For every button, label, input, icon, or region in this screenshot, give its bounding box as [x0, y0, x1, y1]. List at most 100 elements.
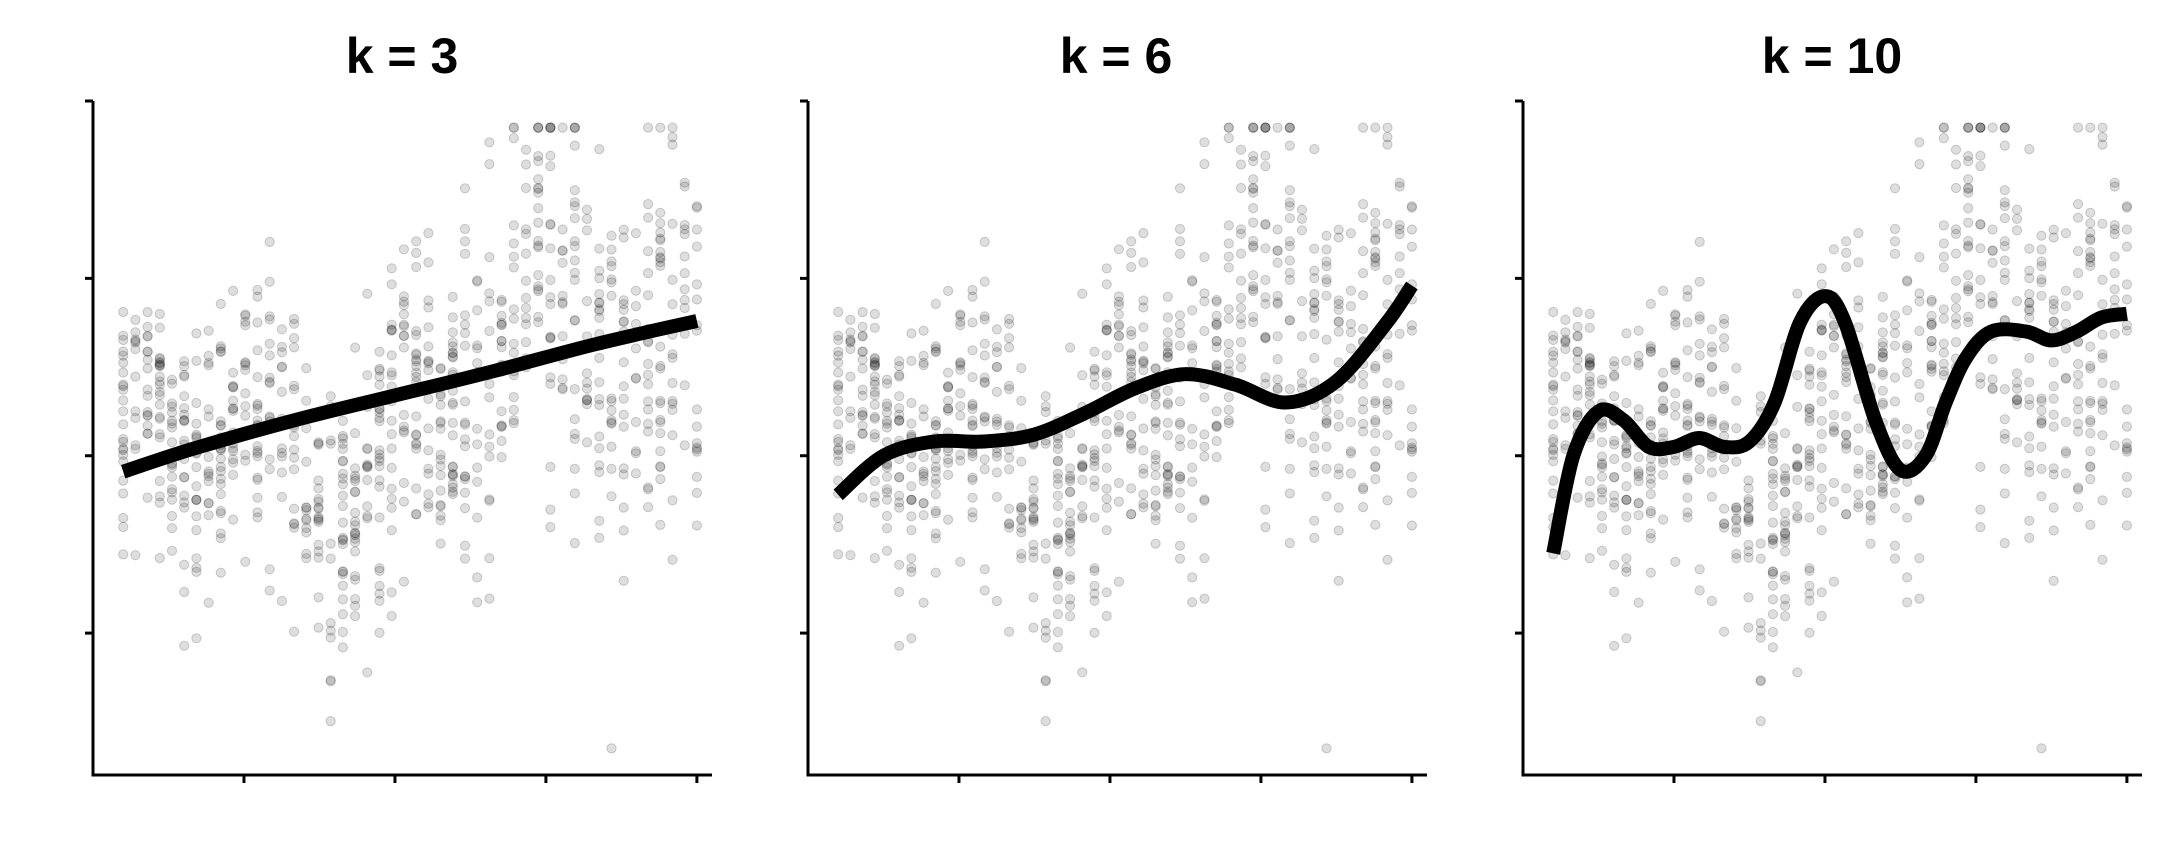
data-point: [1889, 372, 1901, 383]
data-point: [1370, 461, 1381, 472]
data-point: [362, 443, 373, 454]
data-point: [857, 331, 868, 342]
data-point: [679, 294, 690, 306]
data-point: [2011, 383, 2023, 394]
data-point: [1828, 477, 1840, 489]
data-point: [374, 475, 385, 486]
data-point: [130, 314, 141, 325]
data-point: [881, 422, 893, 433]
data-point: [1126, 439, 1137, 450]
data-point: [557, 384, 568, 395]
data-point: [991, 347, 1003, 358]
data-point: [350, 594, 361, 605]
data-point: [1780, 486, 1791, 497]
data-point: [630, 448, 642, 459]
data-point: [1260, 122, 1271, 133]
data-point: [313, 514, 324, 526]
data-point: [906, 418, 917, 429]
data-point: [398, 330, 409, 341]
data-point: [215, 343, 226, 354]
data-point: [1345, 301, 1357, 312]
data-point: [240, 455, 251, 466]
data-point: [228, 380, 239, 392]
data-point: [1682, 420, 1693, 432]
data-point: [459, 248, 471, 259]
data-point: [569, 274, 580, 285]
data-point: [166, 523, 178, 534]
data-point: [1682, 400, 1693, 411]
data-point: [1731, 548, 1742, 560]
data-point: [1755, 625, 1766, 636]
data-point: [264, 236, 275, 247]
data-point: [1889, 487, 1901, 498]
data-point: [374, 588, 385, 599]
data-point: [1975, 504, 1986, 515]
data-point: [337, 455, 348, 466]
data-point: [276, 386, 287, 397]
data-point: [655, 207, 666, 218]
data-point: [228, 457, 239, 468]
data-point: [130, 371, 141, 382]
data-point: [606, 393, 617, 404]
data-point: [967, 403, 978, 415]
data-point: [1621, 397, 1632, 409]
data-point: [1938, 313, 1949, 324]
data-point: [484, 325, 495, 337]
data-point: [1089, 563, 1100, 574]
data-point: [569, 414, 580, 425]
data-point: [545, 333, 556, 344]
data-point: [1089, 379, 1100, 390]
data-point: [1052, 532, 1064, 543]
data-point: [894, 472, 905, 483]
data-point: [1792, 459, 1803, 470]
data-point: [1584, 359, 1595, 370]
data-point: [325, 391, 336, 402]
data-point: [1052, 500, 1064, 512]
data-point: [374, 461, 385, 472]
data-point: [1694, 454, 1705, 465]
data-point: [1394, 440, 1405, 451]
data-point: [240, 364, 251, 375]
data-point: [1284, 463, 1295, 474]
data-point: [1248, 187, 1259, 198]
data-point: [2060, 318, 2071, 330]
data-point: [1914, 159, 1925, 170]
data-point: [313, 437, 324, 448]
data-point: [118, 406, 129, 417]
data-point: [1089, 512, 1100, 523]
data-point: [581, 437, 593, 448]
data-point: [1406, 438, 1418, 449]
data-point: [833, 350, 844, 361]
data-point: [1621, 481, 1632, 492]
data-point: [1272, 331, 1283, 342]
data-point: [1658, 405, 1669, 416]
data-point: [1682, 415, 1693, 426]
data-point: [2085, 417, 2096, 428]
data-point: [1645, 466, 1656, 477]
data-point: [1016, 513, 1027, 524]
data-point: [1560, 412, 1571, 423]
data-point: [1406, 471, 1418, 482]
data-point: [869, 357, 880, 368]
data-point: [154, 475, 165, 487]
data-point: [955, 358, 966, 369]
data-point: [118, 512, 129, 524]
data-point: [1987, 298, 1998, 309]
data-point: [350, 537, 361, 548]
data-point: [1394, 224, 1405, 235]
data-point: [991, 416, 1003, 427]
data-point: [691, 294, 703, 305]
data-point: [943, 405, 954, 416]
data-point: [1633, 350, 1644, 361]
data-point: [1767, 532, 1779, 543]
data-point: [1584, 376, 1595, 387]
data-point: [1804, 445, 1815, 456]
data-point: [1609, 439, 1620, 450]
data-point: [643, 379, 654, 390]
data-point: [484, 288, 495, 299]
data-point: [1370, 360, 1381, 372]
data-point: [228, 367, 239, 378]
data-point: [1174, 310, 1186, 321]
data-point: [386, 279, 397, 290]
data-point: [1211, 452, 1222, 463]
